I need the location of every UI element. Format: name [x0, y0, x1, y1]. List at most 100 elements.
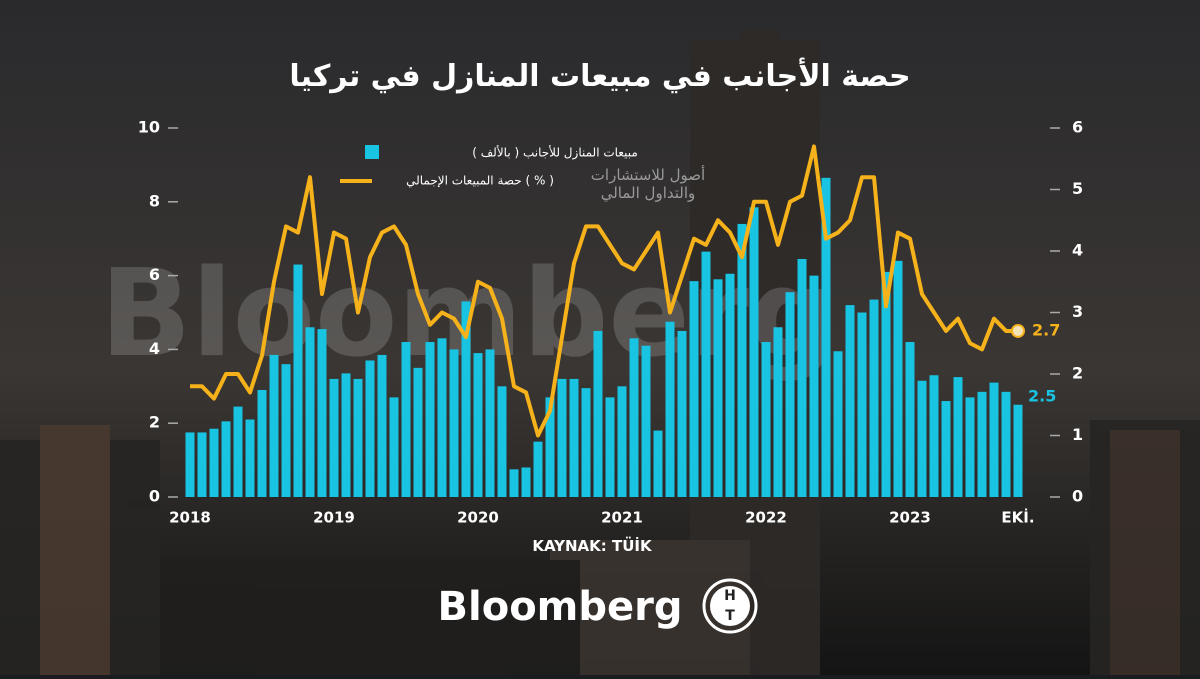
y2-tick-label: 3 [1072, 302, 1083, 321]
partner-watermark: والتداول المالي [601, 184, 696, 203]
bar [281, 364, 291, 497]
legend-swatch [365, 145, 379, 159]
y-tick-label: 2 [149, 413, 160, 432]
bar [257, 389, 267, 497]
bar [341, 373, 351, 497]
legend-label: حصة المبيعات الإجمالي ( % ) [406, 174, 554, 188]
badge-ring [702, 578, 758, 634]
y-tick-label: 0 [149, 487, 160, 506]
bar [737, 223, 747, 497]
bar [821, 177, 831, 497]
bar [425, 342, 435, 497]
bar [1013, 404, 1023, 497]
x-tick-label: 2018 [169, 509, 211, 527]
bar [485, 349, 495, 497]
x-tick-label: 2021 [601, 509, 643, 527]
bar [749, 207, 759, 497]
bar-value-label: 2.5 [1028, 386, 1056, 405]
bar [329, 378, 339, 497]
bar [569, 378, 579, 497]
bar [713, 279, 723, 497]
bar [701, 251, 711, 497]
bar [389, 397, 399, 497]
bar [629, 338, 639, 497]
bar [317, 329, 327, 497]
bar [497, 386, 507, 497]
badge [710, 586, 750, 626]
bar [833, 351, 843, 497]
chart-title: حصة الأجانب في مبيعات المنازل في تركيا [289, 57, 910, 94]
city-silhouette [0, 30, 1200, 675]
bar [797, 258, 807, 497]
bar [557, 378, 567, 497]
bar [593, 330, 603, 497]
y2-tick-label: 1 [1072, 425, 1083, 444]
bar [725, 273, 735, 497]
bar [353, 378, 363, 497]
x-tick-label: 2022 [745, 509, 787, 527]
y-tick-label: 10 [138, 118, 160, 137]
legend-label: مبيعات المنازل للأجانب ( بالألف ) [472, 145, 638, 161]
bar [509, 469, 519, 497]
bar [905, 342, 915, 497]
y2-tick-label: 4 [1072, 241, 1083, 260]
bar [461, 301, 471, 497]
y2-tick-label: 5 [1072, 179, 1083, 198]
bar [209, 428, 219, 497]
bar [869, 299, 879, 497]
bar [401, 342, 411, 497]
bar [617, 386, 627, 497]
bar [305, 327, 315, 497]
bar [653, 430, 663, 497]
brand-logo: Bloomberg [438, 584, 683, 630]
plot: 0 2 4 6 8 10 0 1 2 3 4 5 6 2018 2019 2020 2021 2022 2023 EK… [138, 118, 1083, 527]
bar [377, 354, 387, 497]
bar [761, 342, 771, 497]
bar [521, 467, 531, 497]
bar [581, 388, 591, 497]
bar [413, 367, 423, 497]
bar [845, 305, 855, 497]
bar [641, 345, 651, 497]
y2-tick-label: 0 [1072, 487, 1083, 506]
bar [665, 321, 675, 497]
bar [449, 349, 459, 497]
bar [989, 382, 999, 497]
bar [185, 432, 195, 497]
bar [917, 380, 927, 497]
bar [857, 312, 867, 497]
bar [1001, 391, 1011, 497]
line [190, 144, 1018, 438]
bar [929, 375, 939, 497]
y-tick-label: 4 [149, 339, 160, 358]
bar [437, 338, 447, 497]
bar [269, 354, 279, 497]
bar [677, 330, 687, 497]
bar [197, 432, 207, 497]
bar [293, 264, 303, 497]
x-tick-label: EKİ. [1001, 508, 1034, 527]
x-tick-label: 2020 [457, 509, 499, 527]
bar [953, 377, 963, 497]
bar [785, 292, 795, 497]
source: KAYNAK: TÜİK [532, 536, 653, 555]
y2-tick-label: 6 [1072, 118, 1083, 137]
bar [605, 397, 615, 497]
y-tick-label: 8 [149, 191, 160, 210]
bar [689, 281, 699, 497]
bar [221, 421, 231, 497]
bar [893, 260, 903, 497]
bar [545, 397, 555, 497]
line-value-label: 2.7 [1032, 320, 1060, 339]
bar [773, 327, 783, 497]
bar [233, 406, 243, 497]
bar [881, 271, 891, 497]
x-tick-label: 2019 [313, 509, 355, 527]
badge-letter: T [725, 608, 735, 624]
line-end-marker [1011, 323, 1025, 338]
bar [941, 401, 951, 497]
x-tick-label: 2023 [889, 509, 931, 527]
bar [809, 275, 819, 497]
